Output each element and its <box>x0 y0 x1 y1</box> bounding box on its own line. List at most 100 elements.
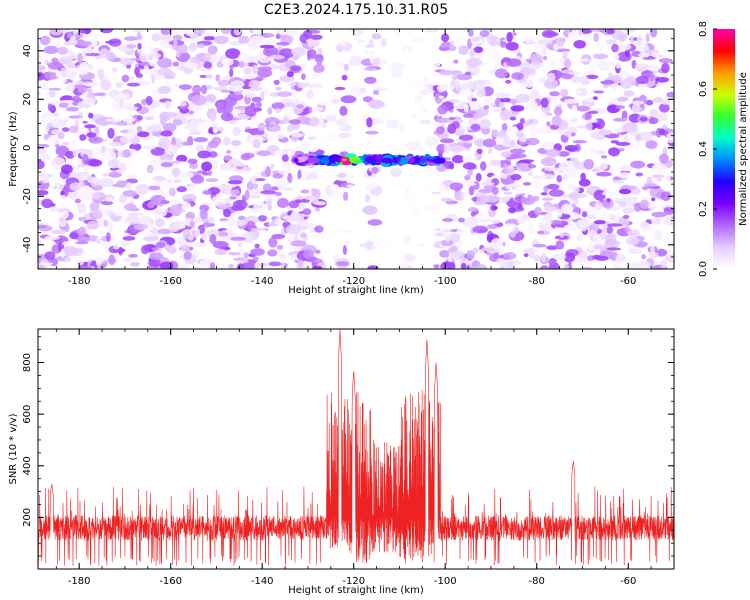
spectrogram-blob <box>300 63 306 70</box>
spectrogram-blob <box>297 82 307 89</box>
spectrogram-blob <box>227 252 241 256</box>
spectrogram-blob <box>157 228 172 235</box>
spectrogram-blob <box>640 221 648 228</box>
spectrogram-blob <box>598 129 613 136</box>
spectrogram-blob <box>52 112 60 118</box>
spectrogram-blob <box>91 192 101 200</box>
spectrogram-blob <box>651 51 662 58</box>
spectrogram-blob <box>151 33 162 42</box>
spectrogram-blob <box>59 59 70 64</box>
spectrogram-blob <box>220 29 231 35</box>
spectrogram-blob <box>227 217 237 228</box>
spectrogram-blob <box>330 53 338 60</box>
spectrogram-blob <box>122 190 137 197</box>
spectrogram-blob <box>257 215 267 222</box>
spectrogram-blob <box>530 53 543 63</box>
spectrogram-blob <box>491 52 503 63</box>
spectrogram-blob <box>523 105 536 111</box>
spectrogram-blob <box>477 218 489 223</box>
spectrogram-blob <box>82 120 88 124</box>
spectrogram-blob <box>540 67 548 73</box>
spectrogram-blob <box>655 77 670 83</box>
snr-y-axis: 200 400 600 800 <box>22 336 674 570</box>
spectrogram-blob <box>540 265 549 269</box>
spectrogram-blob <box>75 80 85 86</box>
spectrogram-blob <box>431 191 442 195</box>
spectrogram-blob <box>629 34 634 46</box>
y-tick-label: 40 <box>22 44 33 57</box>
spectrogram-blob <box>474 138 487 147</box>
spectrogram-blob <box>325 133 338 143</box>
spectrogram-blob <box>450 40 455 46</box>
spectrogram-blob <box>509 139 516 148</box>
spectrogram-blob <box>318 114 324 126</box>
x-tick-label: -160 <box>159 276 182 287</box>
spectrogram-blob <box>144 116 155 121</box>
spectrogram-blob <box>499 97 511 103</box>
spectrogram-blob <box>297 169 302 181</box>
spectrogram-blob <box>548 259 557 266</box>
spectrogram-blob <box>390 167 403 178</box>
spectrogram-blob <box>277 169 290 174</box>
spectrogram-blob <box>544 78 559 89</box>
spectrogram-blob <box>306 83 323 88</box>
spectrogram-blob <box>190 174 205 184</box>
spectrogram-blob <box>656 176 663 182</box>
spectrogram-blob <box>397 180 408 187</box>
spectrogram-blob <box>483 105 490 110</box>
spectrogram-blob <box>560 88 569 97</box>
spectrogram-blob <box>238 61 246 68</box>
spectrogram-blob <box>130 261 140 267</box>
spectrogram-blob <box>115 82 124 88</box>
spectrogram-blob <box>77 205 87 214</box>
spectrogram-blob <box>100 79 112 91</box>
spectrogram-blob <box>541 29 556 39</box>
spectrogram-blob <box>516 131 524 138</box>
spectrogram-blob <box>227 180 243 185</box>
spectrogram-blob <box>593 220 606 225</box>
spectrogram-blob <box>164 100 172 109</box>
spectrogram-blob <box>86 132 97 138</box>
spectrogram-blob <box>540 192 548 196</box>
y-tick-label: 0 <box>22 145 33 151</box>
spectrogram-blob <box>540 251 547 263</box>
spectrogram-blob <box>440 239 454 247</box>
spectrogram-blob <box>574 143 581 152</box>
spectrogram-blob <box>179 172 185 177</box>
spectrogram-blob <box>458 45 469 55</box>
spectrogram-blob <box>618 164 633 172</box>
spectrogram-blob <box>617 33 627 43</box>
spectrogram-blob <box>568 118 579 123</box>
spectrogram-blob <box>196 144 204 153</box>
spectrogram-blob <box>628 141 642 149</box>
spectrogram-blob <box>209 234 217 244</box>
spectrogram-blob <box>364 76 377 84</box>
spectrogram-blob <box>95 257 102 267</box>
spectrogram-blob <box>213 35 230 45</box>
spectrogram-blob <box>489 35 498 47</box>
spectrogram-blob <box>444 234 451 242</box>
spectrogram-blob <box>126 173 138 178</box>
spectrogram-blob <box>78 29 92 34</box>
spectrogram-blob <box>93 92 107 97</box>
spectrogram-blob <box>608 214 620 223</box>
spectrogram-blob <box>307 143 319 153</box>
spectrogram-blob <box>143 235 159 242</box>
spectrogram-blob <box>504 134 510 145</box>
spectrogram-blob <box>366 138 372 146</box>
spectrogram-blob <box>286 71 294 78</box>
spectrogram-blob <box>148 109 157 117</box>
spectrogram-blob <box>458 82 475 90</box>
spectrogram-blob <box>38 224 47 229</box>
spectrogram-blob <box>247 41 259 49</box>
spectrogram-blob <box>223 155 232 161</box>
spectrogram-blob <box>290 240 307 247</box>
spectrogram-blob <box>516 215 526 225</box>
spectrogram-blob <box>77 236 92 242</box>
spectrogram-blob <box>660 191 672 201</box>
spectrogram-blob <box>256 101 262 108</box>
spectrogram-blob <box>635 75 649 85</box>
spectrogram-blob <box>448 119 464 124</box>
spectrogram-blob <box>537 112 547 122</box>
spectrogram-blob <box>252 139 261 149</box>
